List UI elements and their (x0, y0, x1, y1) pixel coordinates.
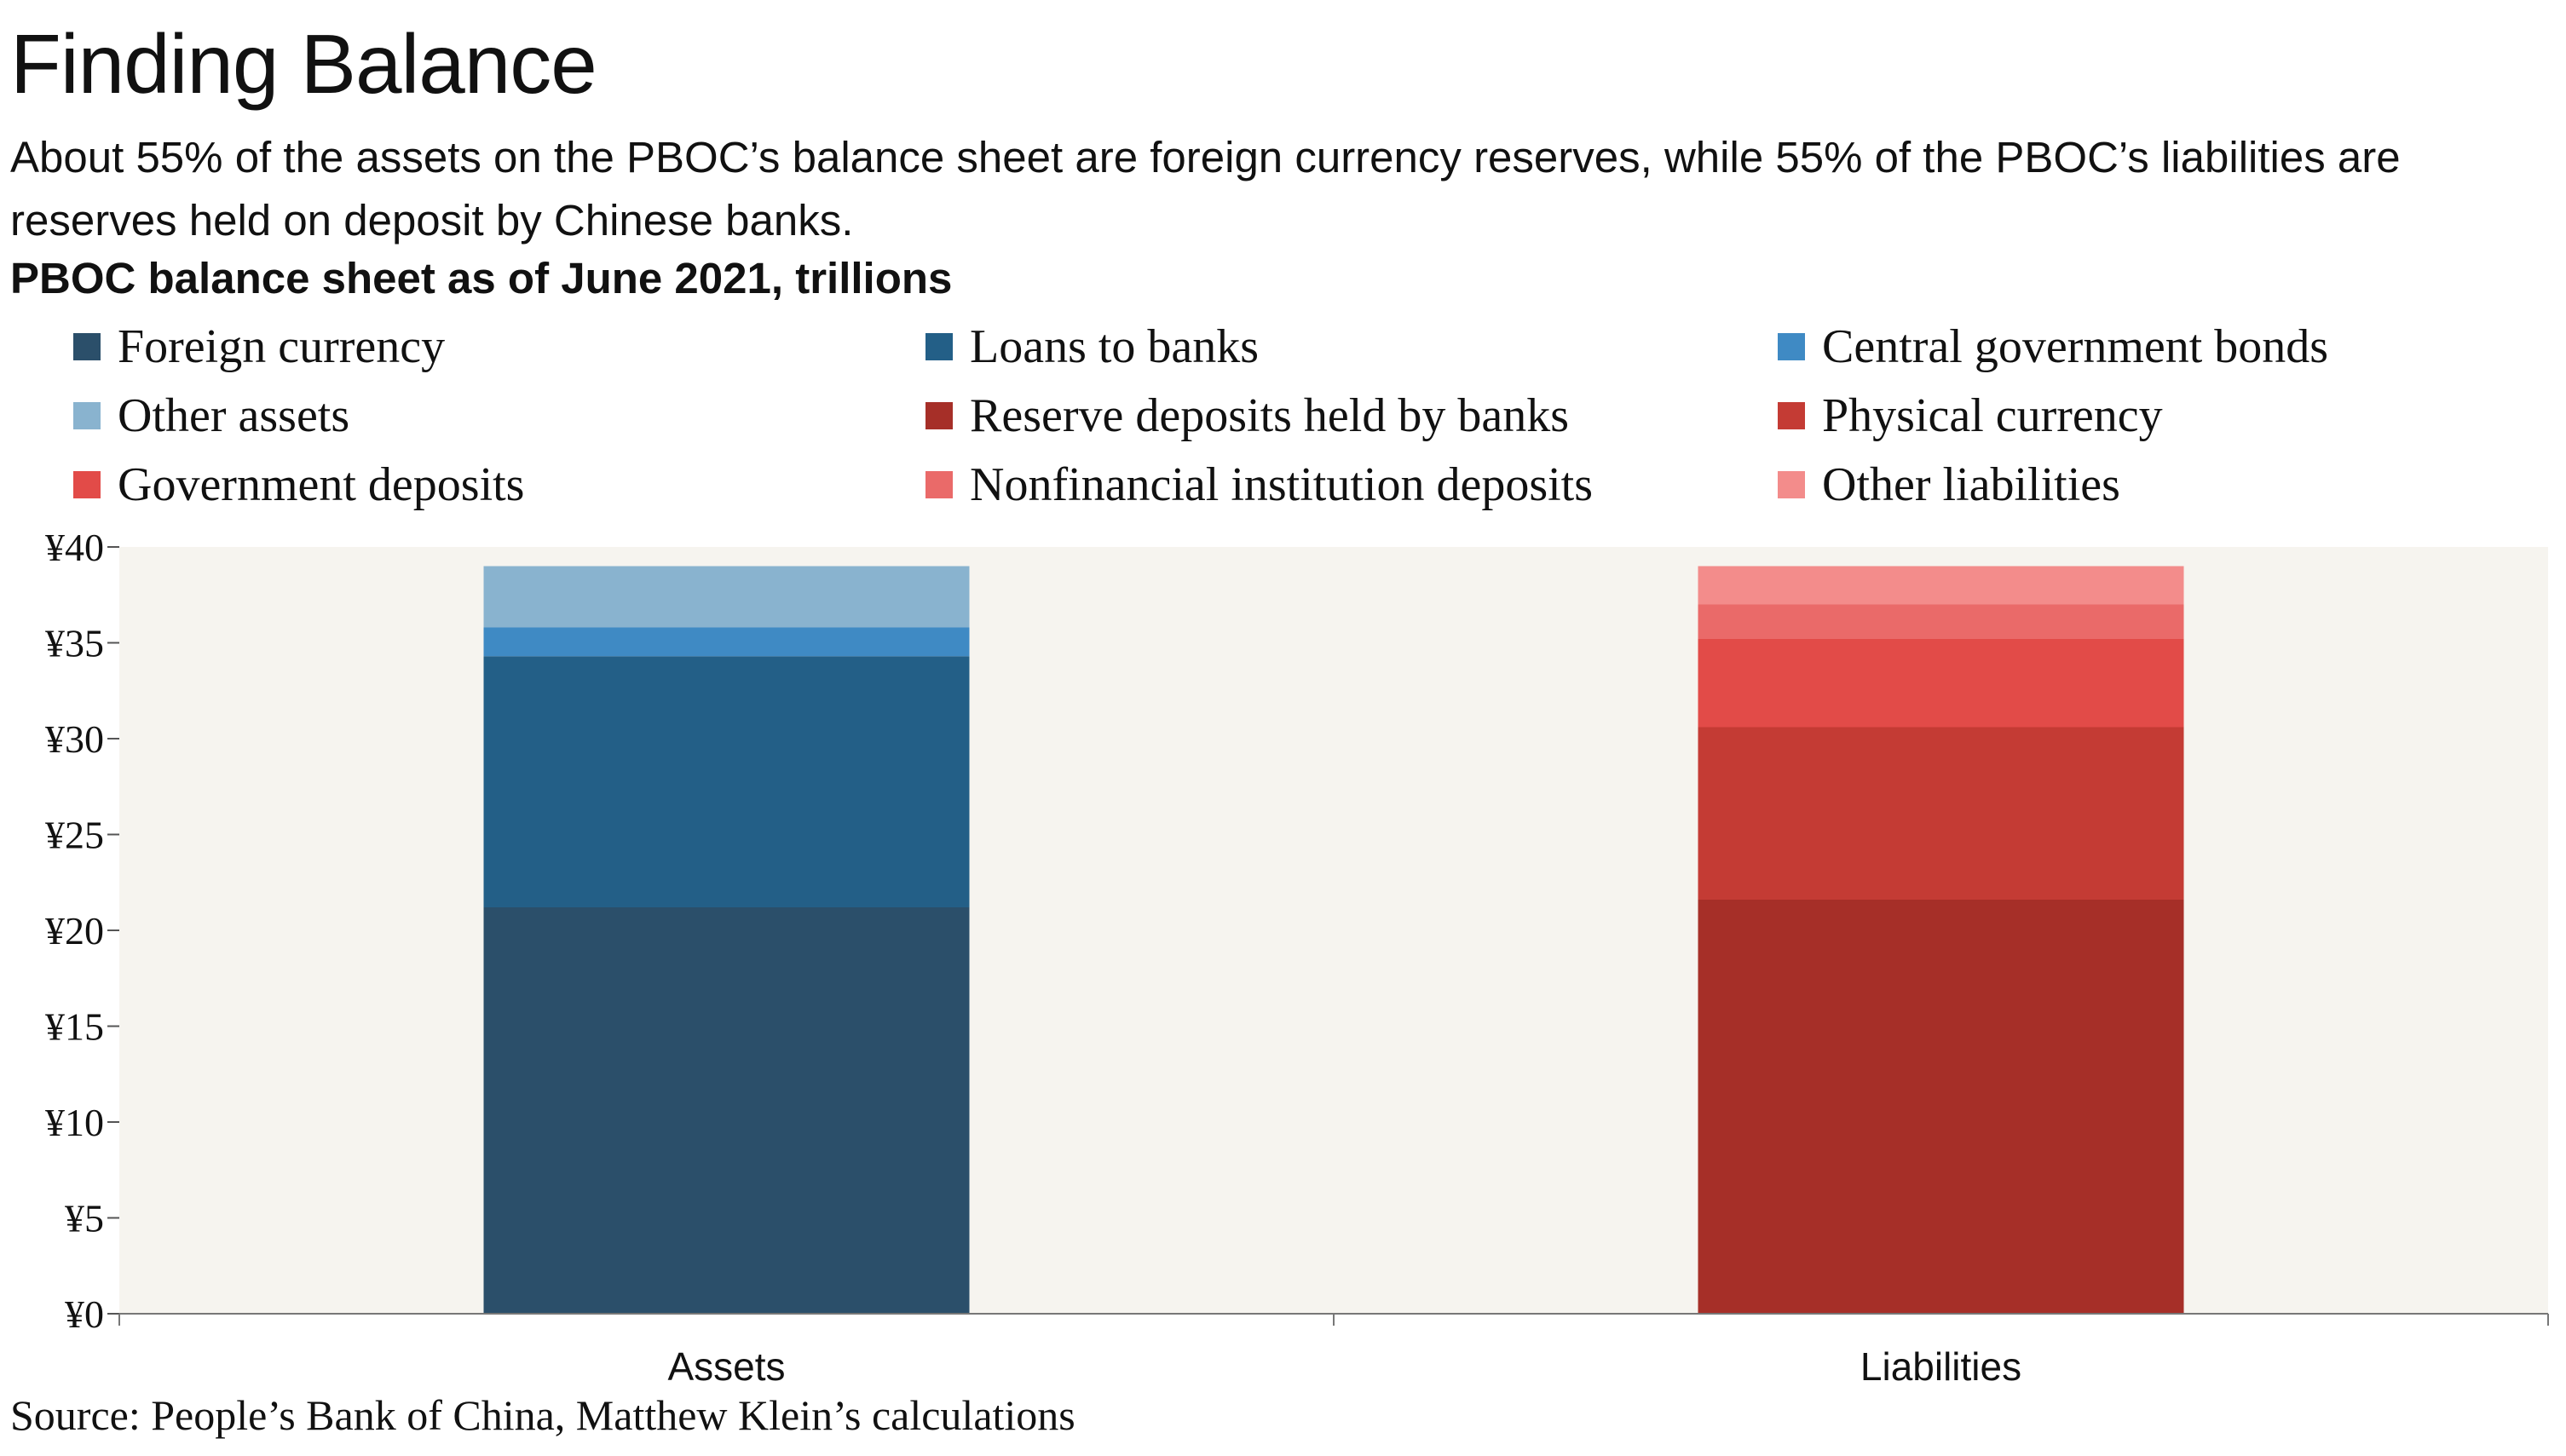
legend-swatch (925, 333, 953, 360)
chart-subtitle: About 55% of the assets on the PBOC’s ba… (10, 133, 2401, 245)
legend-item-other-assets: Other assets (73, 386, 349, 446)
bar-assets-foreign-currency (483, 907, 970, 1314)
bar-liabilities-nonfinancial-institution-deposits (1698, 604, 2184, 639)
chart-heading: PBOC balance sheet as of June 2021, tril… (10, 254, 953, 302)
y-tick-label: ¥35 (45, 622, 104, 665)
y-tick-label: ¥20 (45, 909, 104, 952)
legend-item-physical-currency: Physical currency (1778, 386, 2163, 446)
legend-item-central-government-bonds: Central government bonds (1778, 317, 2328, 377)
legend-swatch (925, 402, 953, 429)
y-tick-label: ¥5 (65, 1197, 104, 1240)
legend-label: Other assets (118, 389, 350, 442)
x-tick-label-liabilities: Liabilities (1860, 1344, 2021, 1389)
legend-swatch (73, 402, 101, 429)
y-tick-label: ¥15 (45, 1005, 104, 1049)
bar-assets-loans-to-banks (483, 656, 970, 907)
y-tick-label: ¥40 (45, 526, 104, 569)
source-note: Source: People’s Bank of China, Matthew … (10, 1391, 1075, 1439)
legend-swatch (1778, 402, 1805, 429)
y-tick-label: ¥10 (45, 1101, 104, 1144)
y-tick-label: ¥0 (65, 1292, 104, 1336)
y-tick-label: ¥25 (45, 814, 104, 857)
legend-item-other-liabilities: Other liabilities (1778, 455, 2120, 515)
legend-label: Government deposits (118, 458, 525, 511)
bar-liabilities-reserve-deposits-held-by-banks (1698, 900, 2184, 1314)
bar-stacks (483, 566, 2184, 1314)
legend-item-loans-to-banks: Loans to banks (925, 317, 1259, 377)
legend-label: Central government bonds (1822, 320, 2329, 373)
legend-swatch (1778, 471, 1805, 498)
legend-label: Reserve deposits held by banks (970, 389, 1569, 442)
x-axis: Assets Liabilities (118, 1313, 2549, 1389)
bar-liabilities-physical-currency (1698, 727, 2184, 900)
y-axis: ¥0 ¥5 ¥10 ¥15 ¥20 ¥25 ¥30 ¥35 ¥40 (45, 526, 119, 1336)
legend-swatch (73, 333, 101, 360)
bar-assets-central-government-bonds (483, 627, 970, 657)
y-tick-label: ¥30 (45, 717, 104, 761)
bar-assets-other-assets (483, 566, 970, 628)
legend-item-foreign-currency: Foreign currency (73, 317, 445, 377)
legend-swatch (1778, 333, 1805, 360)
chart-legend: Foreign currency Loans to banks Central go… (73, 317, 2545, 530)
bar-liabilities-other-liabilities (1698, 566, 2184, 605)
legend-swatch (73, 471, 101, 498)
x-tick-label-assets: Assets (667, 1344, 785, 1389)
legend-label: Foreign currency (118, 320, 446, 373)
legend-item-reserve-deposits-held-by-banks: Reserve deposits held by banks (925, 386, 1569, 446)
legend-item-nonfinancial-institution-deposits: Nonfinancial institution deposits (925, 455, 1593, 515)
chart-title: Finding Balance (10, 17, 597, 111)
legend-label: Nonfinancial institution deposits (970, 458, 1594, 511)
bar-liabilities-government-deposits (1698, 639, 2184, 728)
legend-swatch (925, 471, 953, 498)
legend-label: Physical currency (1822, 389, 2163, 442)
legend-item-government-deposits: Government deposits (73, 455, 524, 515)
legend-label: Loans to banks (970, 320, 1260, 373)
legend-label: Other liabilities (1822, 458, 2120, 511)
